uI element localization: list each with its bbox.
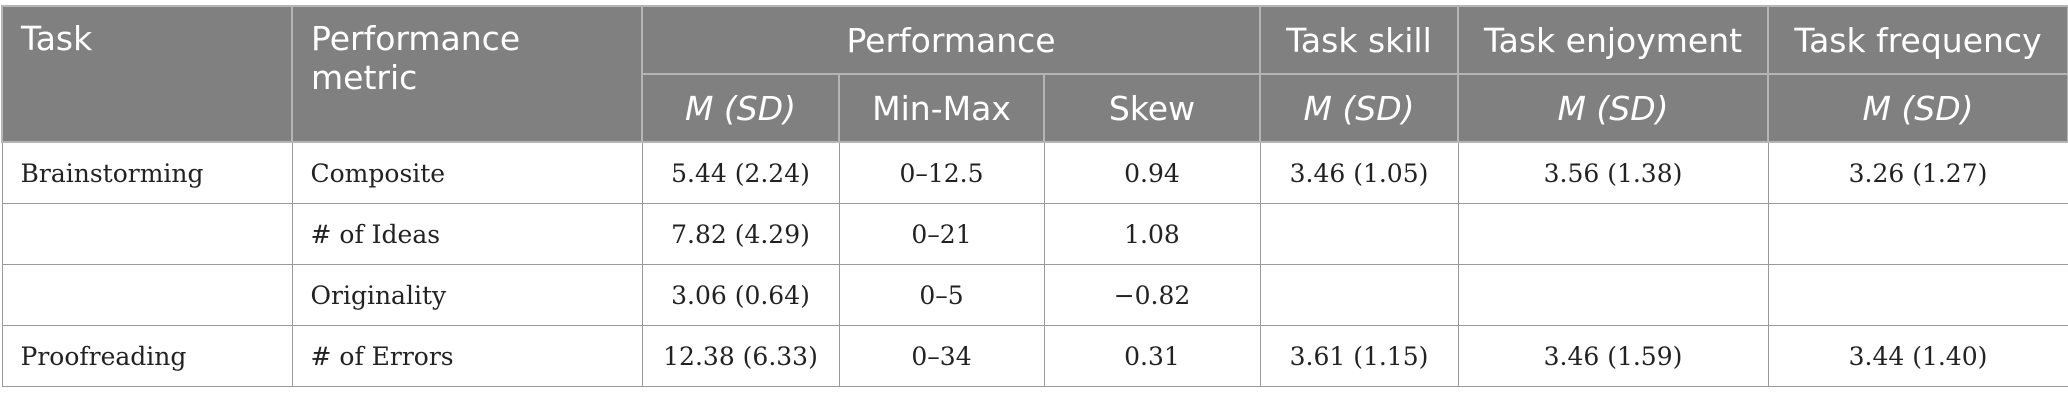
table-row: # of Ideas 7.82 (4.29) 0–21 1.08: [1, 203, 2068, 265]
subheader-enjoyment-m-sd: M (SD): [1457, 73, 1769, 143]
cell-metric: Originality: [291, 264, 643, 326]
cell-min-max: 0–12.5: [838, 141, 1045, 204]
subheader-min-max: Min-Max: [838, 73, 1045, 143]
statistics-table: Task Performance metric Performance Task…: [1, 5, 2068, 387]
cell-task: Brainstorming: [1, 141, 293, 204]
cell-skew: 0.94: [1043, 141, 1261, 204]
table-header: Task Performance metric Performance Task…: [1, 5, 2068, 143]
cell-m-sd: 7.82 (4.29): [641, 203, 840, 265]
cell-min-max: 0–5: [838, 264, 1045, 326]
subheader-performance-m-sd: M (SD): [641, 73, 840, 143]
cell-min-max: 0–34: [838, 325, 1045, 387]
header-task-frequency: Task frequency: [1767, 5, 2068, 75]
cell-task: Proofreading: [1, 325, 293, 387]
cell-skew: −0.82: [1043, 264, 1261, 326]
cell-task: [1, 203, 293, 265]
cell-metric: # of Errors: [291, 325, 643, 387]
table-row: Originality 3.06 (0.64) 0–5 −0.82: [1, 264, 2068, 326]
cell-enjoyment: 3.46 (1.59): [1457, 325, 1769, 387]
cell-metric: Composite: [291, 141, 643, 204]
cell-skill: [1259, 264, 1459, 326]
table-row: Proofreading # of Errors 12.38 (6.33) 0–…: [1, 325, 2068, 387]
header-row-2: M (SD) Min-Max Skew M (SD) M (SD) M (SD): [2, 73, 2068, 143]
cell-metric: # of Ideas: [291, 203, 643, 265]
table-body: Brainstorming Composite 5.44 (2.24) 0–12…: [1, 141, 2068, 387]
header-task-enjoyment: Task enjoyment: [1457, 5, 1769, 75]
cell-enjoyment: 3.56 (1.38): [1457, 141, 1769, 204]
cell-enjoyment: [1457, 203, 1769, 265]
header-row-1: Task Performance metric Performance Task…: [1, 5, 2068, 143]
header-performance-metric: Performance metric: [291, 5, 643, 143]
cell-skill: 3.61 (1.15): [1259, 325, 1459, 387]
cell-skill: 3.46 (1.05): [1259, 141, 1459, 204]
header-task-skill: Task skill: [1259, 5, 1459, 75]
cell-frequency: 3.44 (1.40): [1767, 325, 2068, 387]
cell-m-sd: 12.38 (6.33): [641, 325, 840, 387]
cell-frequency: 3.26 (1.27): [1767, 141, 2068, 204]
cell-min-max: 0–21: [838, 203, 1045, 265]
cell-skill: [1259, 203, 1459, 265]
header-task: Task: [1, 5, 293, 143]
table-row: Brainstorming Composite 5.44 (2.24) 0–12…: [1, 141, 2068, 204]
subheader-skew: Skew: [1043, 73, 1261, 143]
subheader-skill-m-sd: M (SD): [1259, 73, 1459, 143]
cell-skew: 1.08: [1043, 203, 1261, 265]
header-performance: Performance: [641, 5, 1261, 75]
cell-enjoyment: [1457, 264, 1769, 326]
cell-frequency: [1767, 203, 2068, 265]
subheader-frequency-m-sd: M (SD): [1767, 73, 2068, 143]
cell-task: [1, 264, 293, 326]
cell-frequency: [1767, 264, 2068, 326]
cell-m-sd: 5.44 (2.24): [641, 141, 840, 204]
cell-m-sd: 3.06 (0.64): [641, 264, 840, 326]
cell-skew: 0.31: [1043, 325, 1261, 387]
